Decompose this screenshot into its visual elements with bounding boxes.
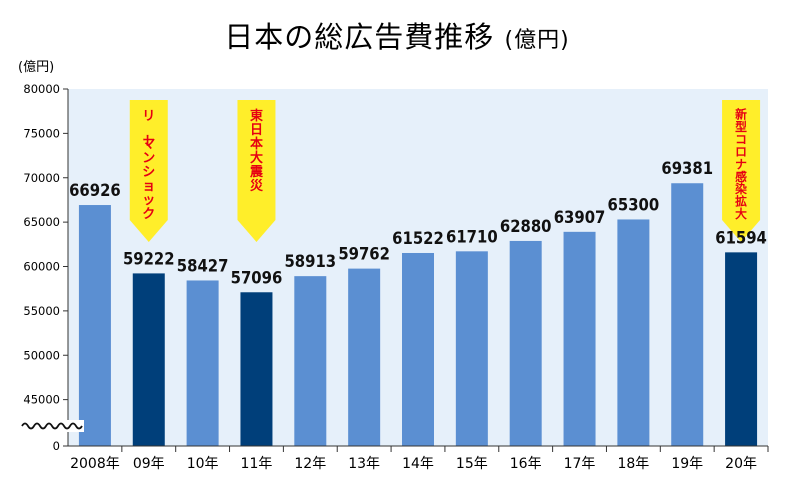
bar-11年 (240, 292, 273, 446)
chart-title: 日本の総広告費推移 (億円) (0, 14, 794, 56)
bar-16年 (509, 240, 542, 446)
x-tick-label: 2008年 (70, 456, 120, 472)
bar-value-label: 61594 (715, 228, 767, 247)
bar-value-label: 57096 (231, 268, 283, 287)
y-tick-label: 55000 (23, 304, 60, 318)
bar-14年 (402, 252, 434, 446)
bars-layer (78, 183, 758, 446)
y-tick-label: 50000 (23, 348, 60, 362)
bar-value-label: 61710 (446, 227, 498, 246)
callouts-layer: リーマンショック 東日本大震災 新型コロナ感染拡大 (129, 100, 761, 242)
callout-arrow (722, 100, 761, 242)
axes-layer: 2008年 09年 10年 11年 12年 13年 14年 15年 16年 17年 18年 19年 20… (20, 82, 769, 472)
x-tick-label: 15年 (456, 456, 488, 472)
bar-2008年 (78, 205, 111, 446)
callout-arrow (237, 100, 276, 242)
bar-value-label: 59762 (338, 245, 390, 264)
bar-value-label: 69381 (661, 159, 713, 178)
x-tick-label: 13年 (348, 456, 380, 472)
callout-arrow (129, 100, 168, 242)
bar-value-label: 63907 (554, 208, 606, 227)
x-tick-label: 10年 (187, 456, 219, 472)
bar-18年 (617, 219, 650, 446)
x-tick-label: 18年 (617, 456, 649, 472)
bar-12年 (294, 276, 327, 446)
bar-10年 (186, 280, 219, 446)
bar-value-label: 66926 (69, 181, 121, 200)
bar-20年 (725, 252, 758, 446)
bar-value-label: 59222 (123, 249, 175, 268)
chart-title-main: 日本の総広告費推移 (224, 20, 495, 54)
y-tick-label: 65000 (23, 215, 60, 229)
y-tick-label: 70000 (23, 171, 60, 185)
bar-value-label: 58913 (284, 252, 336, 271)
chart-title-unit: (億円) (504, 28, 570, 53)
y-tick-label: 75000 (23, 126, 60, 140)
x-tick-label: 14年 (402, 456, 434, 472)
bar-09年 (132, 273, 165, 446)
bar-17年 (563, 231, 596, 446)
callout-text: 東日本大震災 (249, 108, 264, 194)
x-tick-label: 12年 (294, 456, 326, 472)
x-tick-label: 20年 (725, 456, 757, 472)
callout-text: リーマンショック (138, 109, 155, 222)
y-axis-unit-label: (億円) (18, 60, 55, 75)
y-tick-label: 45000 (23, 393, 60, 407)
x-tick-label: 16年 (510, 456, 542, 472)
bar-value-label: 62880 (500, 217, 552, 236)
bar-19年 (671, 183, 704, 446)
y-tick-label-zero: 0 (53, 439, 60, 453)
bar-value-label: 61522 (392, 229, 444, 248)
x-tick-label: 09年 (133, 456, 165, 472)
y-tick-label: 60000 (23, 260, 60, 274)
bar-13年 (348, 268, 381, 446)
x-tick-label: 11年 (241, 456, 273, 472)
bar-15年 (455, 251, 488, 446)
x-tick-label: 19年 (671, 456, 703, 472)
bar-value-label: 58427 (177, 256, 229, 275)
callout-text: 新型コロナ感染拡大 (734, 108, 747, 222)
bar-value-label: 65300 (608, 195, 660, 214)
x-tick-label: 17年 (564, 456, 596, 472)
axis-break-wave (21, 422, 83, 430)
y-tick-label: 80000 (23, 82, 60, 96)
